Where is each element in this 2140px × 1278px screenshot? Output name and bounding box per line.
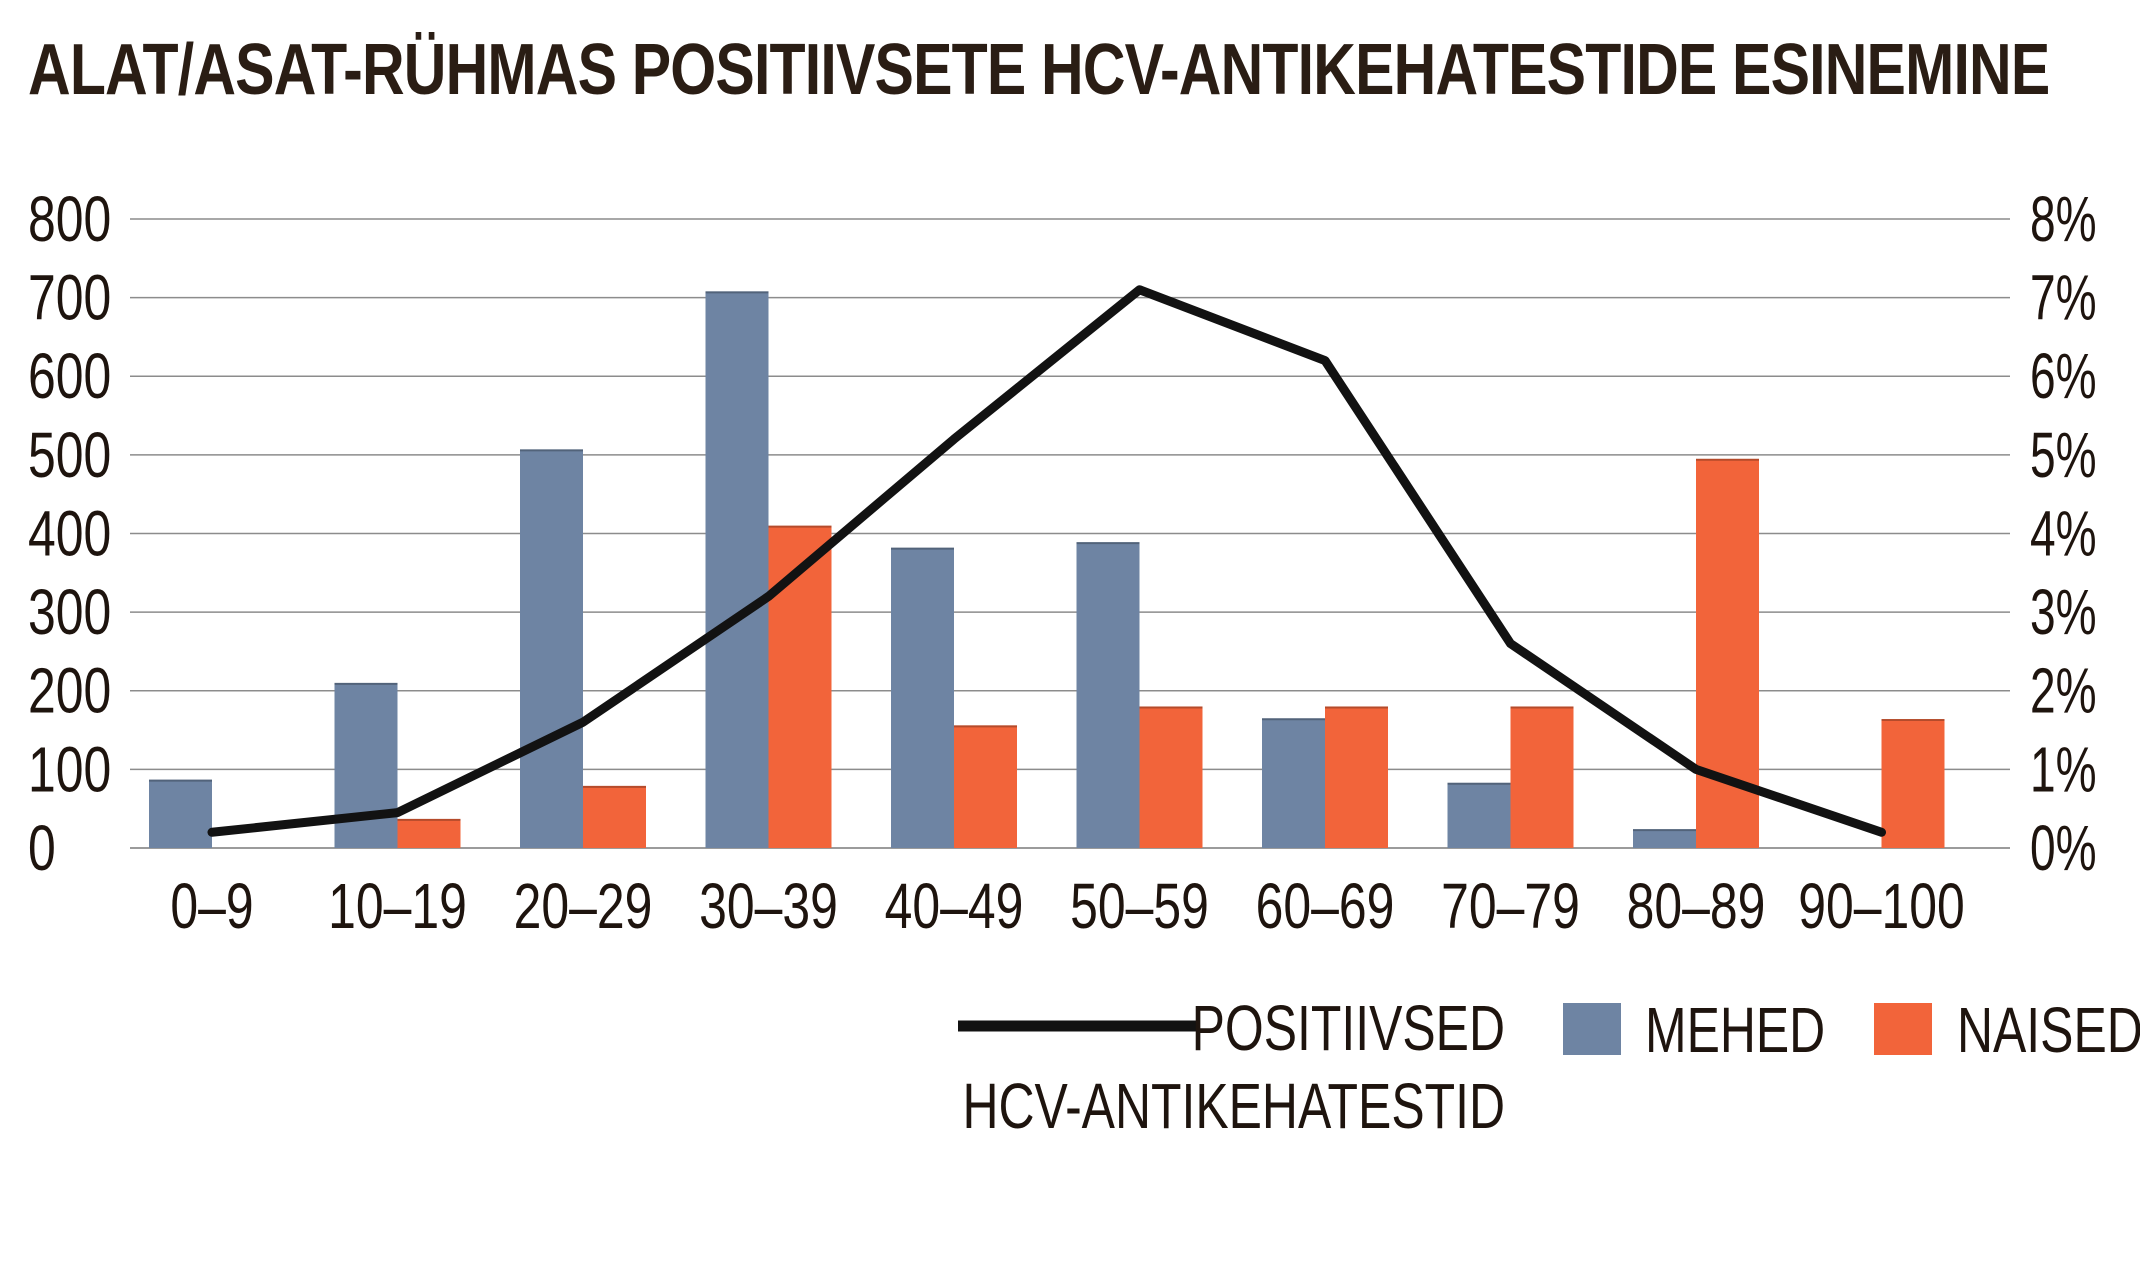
y-tick-label-right: 5% (2030, 419, 2097, 490)
bar-naised-5 (1139, 706, 1203, 848)
bar-mehed-6 (1262, 718, 1325, 848)
x-tick-label-group: 30–39 (699, 871, 838, 942)
y-tick-label-left: 300 (28, 577, 111, 648)
y-tick-label-left: 0 (28, 813, 56, 884)
bar-mehed-5 (1076, 542, 1140, 848)
legend-label-naised-group: NAISED (1957, 995, 2140, 1066)
bar-naised-1 (397, 818, 461, 848)
x-tick-label: 40–49 (885, 871, 1024, 942)
y-tick-label-right: 0% (2030, 813, 2097, 884)
x-tick-label-group: 80–89 (1627, 871, 1766, 942)
y-tick-label-right: 1% (2030, 734, 2097, 805)
x-tick-label: 50–59 (1070, 871, 1209, 942)
x-tick-label-group: 10–19 (328, 871, 467, 942)
bar-naised-6 (1325, 706, 1388, 848)
y-tick-label-left: 400 (28, 499, 111, 570)
bar-mehed-3 (705, 291, 769, 849)
y-tick-label-right-group: 5% (2030, 419, 2097, 490)
chart-title: ALAT/ASAT-RÜHMAS POSITIIVSETE HCV-ANTIKE… (28, 30, 2050, 110)
y-tick-label-right: 6% (2030, 341, 2097, 412)
y-tick-label-right: 7% (2030, 262, 2097, 333)
x-tick-label: 20–29 (514, 871, 653, 942)
positive-rate-line (207, 285, 1886, 837)
y-tick-label-left-group: 500 (28, 420, 111, 491)
y-tick-label-left-group: 800 (28, 184, 111, 255)
y-tick-label-right-group: 2% (2030, 655, 2097, 726)
legend-label-line-2: HCV-ANTIKEHATESTID (962, 1071, 1505, 1142)
x-tick-label: 70–79 (1441, 871, 1580, 942)
y-tick-label-right: 8% (2030, 184, 2097, 255)
y-tick-label-right: 2% (2030, 655, 2097, 726)
bar-mehed-7 (1447, 782, 1511, 848)
y-tick-label-right-group: 4% (2030, 498, 2097, 569)
y-tick-label-left: 100 (28, 735, 111, 806)
x-tick-label: 80–89 (1627, 871, 1766, 942)
legend-label-naised: NAISED (1957, 995, 2140, 1066)
bar-mehed-0 (149, 779, 212, 848)
y-tick-label-left: 800 (28, 184, 111, 255)
y-tick-label-left-group: 200 (28, 656, 111, 727)
y-tick-label-right-group: 1% (2030, 734, 2097, 805)
legend-label-mehed-group: MEHED (1645, 995, 1825, 1066)
x-tick-label: 30–39 (699, 871, 838, 942)
legend-label-line-1-group: POSITIIVSED (1192, 993, 1505, 1064)
bar-naised-4 (954, 725, 1017, 848)
bar-naised-7 (1510, 706, 1574, 848)
y-tick-label-left-group: 300 (28, 577, 111, 648)
x-tick-label-group: 60–69 (1256, 871, 1395, 942)
y-tick-label-right-group: 7% (2030, 262, 2097, 333)
legend-swatch-naised (1874, 1003, 1932, 1055)
bars (149, 291, 1945, 849)
y-tick-label-left: 700 (28, 263, 111, 334)
x-tick-label-group: 70–79 (1441, 871, 1580, 942)
x-tick-label: 90–100 (1798, 871, 1965, 942)
y-tick-label-right: 4% (2030, 498, 2097, 569)
legend-label-line-2-group: HCV-ANTIKEHATESTID (962, 1071, 1505, 1142)
bar-naised-2 (583, 785, 646, 848)
x-tick-label-group: 0–9 (170, 871, 253, 942)
x-tick-label: 0–9 (170, 871, 253, 942)
bar-naised-9 (1881, 719, 1945, 848)
legend-label-line-1: POSITIIVSED (1192, 993, 1505, 1064)
x-tick-label-group: 50–59 (1070, 871, 1209, 942)
y-tick-label-left-group: 600 (28, 341, 111, 412)
y-tick-label-right-group: 0% (2030, 813, 2097, 884)
bar-mehed-4 (891, 547, 954, 848)
y-tick-label-right-group: 6% (2030, 341, 2097, 412)
x-tick-label: 10–19 (328, 871, 467, 942)
x-tick-label-group: 90–100 (1798, 871, 1965, 942)
y-tick-label-left: 200 (28, 656, 111, 727)
bar-mehed-2 (520, 449, 583, 848)
y-tick-label-left-group: 700 (28, 263, 111, 334)
x-tick-label-group: 20–29 (514, 871, 653, 942)
y-tick-label-right-group: 3% (2030, 577, 2097, 648)
y-tick-label-left-group: 0 (28, 813, 56, 884)
y-tick-label-left: 600 (28, 341, 111, 412)
y-tick-label-left-group: 400 (28, 499, 111, 570)
bar-mehed-1 (334, 682, 398, 848)
bar-naised-3 (768, 525, 832, 848)
bar-mehed-8 (1633, 829, 1696, 848)
legend-label-mehed: MEHED (1645, 995, 1825, 1066)
line-series-positive-rate (207, 285, 1886, 837)
x-tick-label-group: 40–49 (885, 871, 1024, 942)
y-tick-label-right-group: 8% (2030, 184, 2097, 255)
y-tick-label-left: 500 (28, 420, 111, 491)
y-tick-label-left-group: 100 (28, 735, 111, 806)
x-tick-label: 60–69 (1256, 871, 1395, 942)
legend-swatch-mehed (1563, 1003, 1621, 1055)
y-tick-label-right: 3% (2030, 577, 2097, 648)
